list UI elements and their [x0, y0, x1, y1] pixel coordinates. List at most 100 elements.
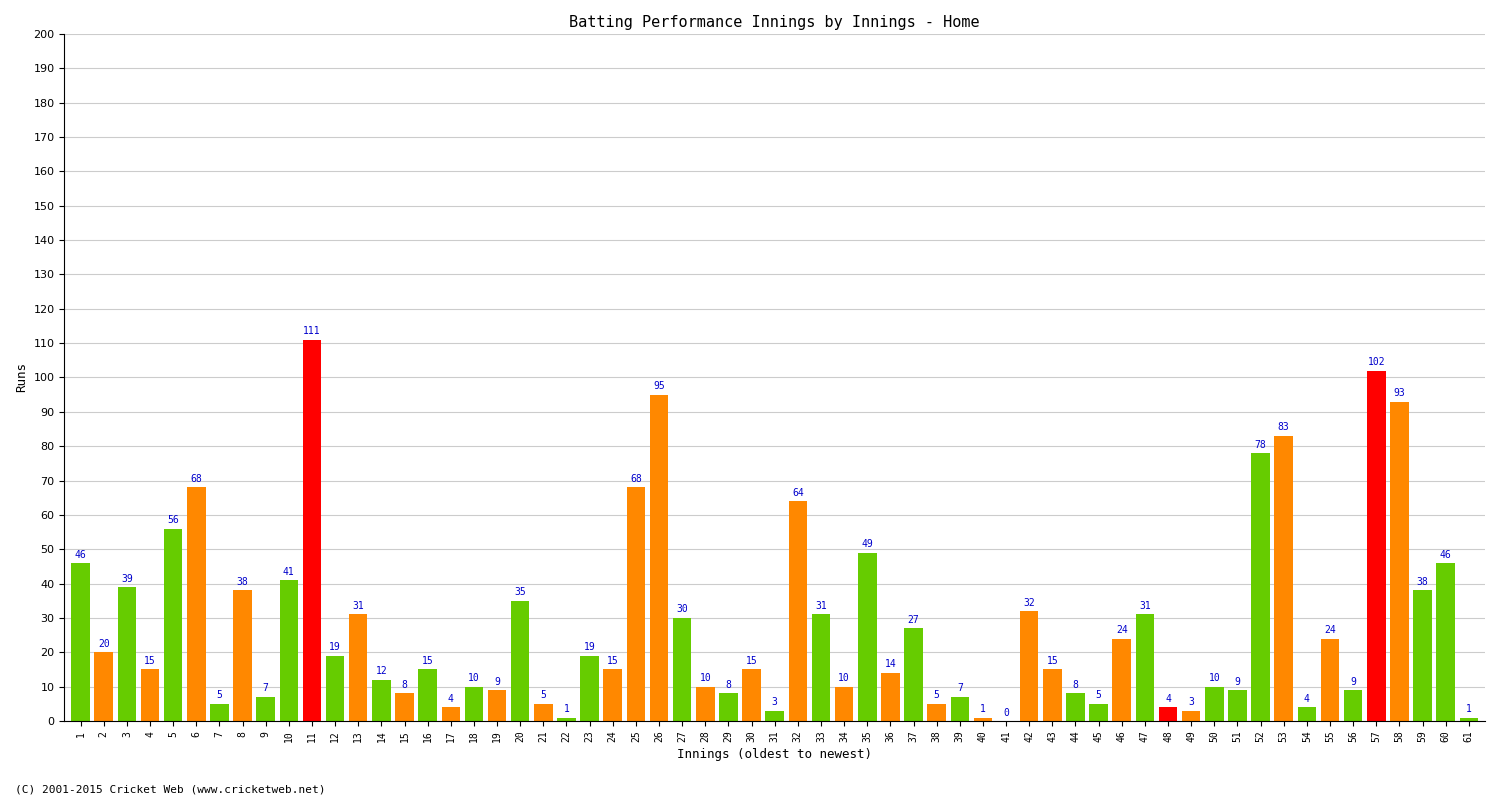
Text: 14: 14 — [885, 659, 897, 670]
Text: 39: 39 — [122, 574, 132, 583]
Bar — [603, 670, 622, 721]
Bar — [1460, 718, 1478, 721]
Bar — [372, 680, 390, 721]
Text: 10: 10 — [1209, 673, 1219, 683]
Text: 24: 24 — [1324, 625, 1336, 635]
Text: 8: 8 — [1072, 680, 1078, 690]
Text: 38: 38 — [237, 577, 249, 587]
Text: (C) 2001-2015 Cricket Web (www.cricketweb.net): (C) 2001-2015 Cricket Web (www.cricketwe… — [15, 784, 326, 794]
Bar — [1089, 704, 1108, 721]
Text: 4: 4 — [1166, 694, 1172, 704]
Bar — [419, 670, 436, 721]
Bar — [141, 670, 159, 721]
Text: 31: 31 — [815, 601, 827, 611]
Bar — [927, 704, 946, 721]
Text: 78: 78 — [1254, 439, 1266, 450]
Text: 20: 20 — [98, 639, 109, 649]
Text: 1: 1 — [1466, 704, 1472, 714]
Text: 102: 102 — [1368, 357, 1384, 367]
Text: 68: 68 — [190, 474, 202, 484]
Text: 15: 15 — [608, 656, 618, 666]
Text: 19: 19 — [328, 642, 340, 652]
Bar — [1113, 638, 1131, 721]
Bar — [765, 710, 784, 721]
Bar — [164, 529, 183, 721]
Text: 5: 5 — [1095, 690, 1101, 700]
Bar — [234, 590, 252, 721]
Text: 31: 31 — [352, 601, 364, 611]
Text: 15: 15 — [144, 656, 156, 666]
Bar — [512, 601, 530, 721]
Text: 41: 41 — [284, 566, 294, 577]
Text: 83: 83 — [1278, 422, 1290, 433]
Text: 24: 24 — [1116, 625, 1128, 635]
Bar — [326, 656, 345, 721]
Bar — [396, 694, 414, 721]
Bar — [534, 704, 552, 721]
Bar — [812, 614, 830, 721]
Text: 49: 49 — [861, 539, 873, 550]
Bar — [858, 553, 876, 721]
Text: 111: 111 — [303, 326, 321, 336]
Bar — [789, 501, 807, 721]
Bar — [210, 704, 228, 721]
Bar — [256, 697, 274, 721]
Text: 46: 46 — [1440, 550, 1452, 559]
Bar — [1182, 710, 1200, 721]
Text: 4: 4 — [448, 694, 453, 704]
Text: 7: 7 — [262, 683, 268, 694]
Bar — [1298, 707, 1316, 721]
Text: 9: 9 — [494, 677, 500, 686]
Bar — [836, 686, 854, 721]
Bar — [188, 487, 206, 721]
Text: 1: 1 — [564, 704, 570, 714]
Bar — [441, 707, 460, 721]
Text: 15: 15 — [1047, 656, 1058, 666]
Bar — [556, 718, 576, 721]
Text: 64: 64 — [792, 488, 804, 498]
Text: 95: 95 — [652, 381, 664, 391]
Text: 10: 10 — [699, 673, 711, 683]
Bar — [1042, 670, 1062, 721]
Text: 15: 15 — [746, 656, 758, 666]
Text: 93: 93 — [1394, 388, 1406, 398]
Bar — [718, 694, 738, 721]
Bar — [880, 673, 900, 721]
Bar — [627, 487, 645, 721]
Bar — [904, 628, 922, 721]
Bar — [1437, 563, 1455, 721]
Text: 19: 19 — [584, 642, 596, 652]
Bar — [1344, 690, 1362, 721]
Bar — [580, 656, 598, 721]
Text: 7: 7 — [957, 683, 963, 694]
Text: 31: 31 — [1138, 601, 1150, 611]
Text: 8: 8 — [726, 680, 732, 690]
Text: 46: 46 — [75, 550, 87, 559]
Text: 68: 68 — [630, 474, 642, 484]
Bar — [1066, 694, 1084, 721]
Bar — [1390, 402, 1408, 721]
Bar — [117, 587, 136, 721]
Bar — [72, 563, 90, 721]
Text: 56: 56 — [168, 515, 178, 525]
Text: 5: 5 — [933, 690, 939, 700]
Bar — [650, 394, 669, 721]
Bar — [94, 652, 112, 721]
Bar — [303, 340, 321, 721]
Text: 35: 35 — [514, 587, 526, 598]
Bar — [279, 580, 298, 721]
Bar — [1204, 686, 1224, 721]
Bar — [951, 697, 969, 721]
Text: 5: 5 — [540, 690, 546, 700]
Bar — [974, 718, 992, 721]
Bar — [1160, 707, 1178, 721]
Bar — [1275, 436, 1293, 721]
Text: 38: 38 — [1416, 577, 1428, 587]
Text: 15: 15 — [422, 656, 434, 666]
Bar — [696, 686, 714, 721]
Text: 10: 10 — [839, 673, 850, 683]
Bar — [1366, 370, 1386, 721]
Y-axis label: Runs: Runs — [15, 362, 28, 393]
Text: 9: 9 — [1234, 677, 1240, 686]
Bar — [488, 690, 507, 721]
